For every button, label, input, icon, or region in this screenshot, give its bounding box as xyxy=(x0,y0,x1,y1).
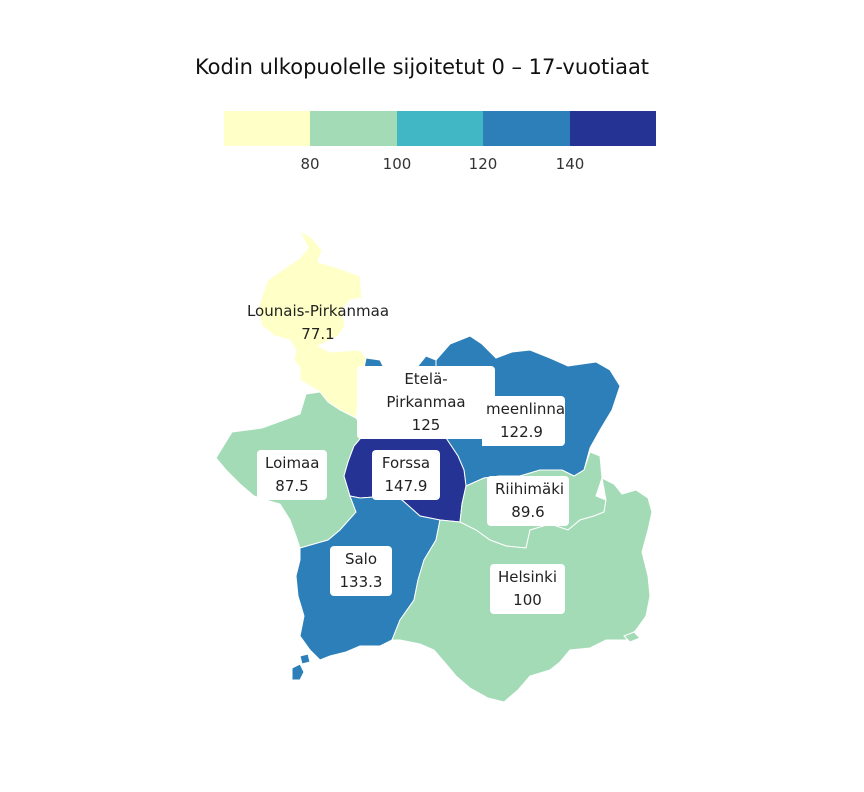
color-legend xyxy=(224,111,657,146)
region-name: Lounais-Pirkanmaa xyxy=(246,302,390,320)
label-riihimaki: Riihimäki 89.6 xyxy=(487,476,569,526)
label-loimaa: Loimaa 87.5 xyxy=(257,450,327,500)
legend-bin-5 xyxy=(569,111,657,146)
label-lounais-pirkanmaa: Lounais-Pirkanmaa 77.1 xyxy=(240,300,396,346)
region-name: meenlinna xyxy=(486,400,566,418)
legend-bin-2 xyxy=(310,111,397,146)
legend-ticks: 80 100 120 140 xyxy=(224,155,656,175)
region-value: 89.6 xyxy=(511,503,545,521)
region-value: 133.3 xyxy=(339,573,383,591)
region-name: Riihimäki xyxy=(495,480,565,498)
legend-bin-4 xyxy=(483,111,570,146)
region-value: 122.9 xyxy=(500,423,543,441)
legend-bin-3 xyxy=(396,111,484,146)
island xyxy=(623,631,641,643)
region-value: 87.5 xyxy=(275,477,309,495)
label-etela-pirkanmaa: Etelä-Pirkanmaa 125 xyxy=(357,366,495,439)
label-forssa: Forssa 147.9 xyxy=(372,450,440,500)
island xyxy=(299,653,311,665)
region-value: 147.9 xyxy=(384,477,428,495)
region-value: 100 xyxy=(513,591,542,609)
region-value: 77.1 xyxy=(301,325,335,343)
region-name: Salo xyxy=(344,550,378,568)
legend-tick: 80 xyxy=(300,155,320,173)
legend-tick: 120 xyxy=(468,155,498,173)
region-name: Etelä-Pirkanmaa xyxy=(386,370,466,411)
legend-bin-1 xyxy=(224,111,311,146)
region-name: Forssa xyxy=(381,454,431,472)
island xyxy=(291,663,305,681)
legend-tick: 100 xyxy=(382,155,412,173)
label-helsinki: Helsinki 100 xyxy=(490,564,565,614)
legend-tick: 140 xyxy=(555,155,585,173)
region-name: Loimaa xyxy=(265,454,320,472)
region-value: 125 xyxy=(411,416,441,434)
region-name: Helsinki xyxy=(498,568,558,586)
label-salo: Salo 133.3 xyxy=(330,546,392,596)
map-title: Kodin ulkopuolelle sijoitetut 0 – 17-vuo… xyxy=(194,55,650,79)
label-hameenlinna: meenlinna 122.9 xyxy=(482,396,565,446)
